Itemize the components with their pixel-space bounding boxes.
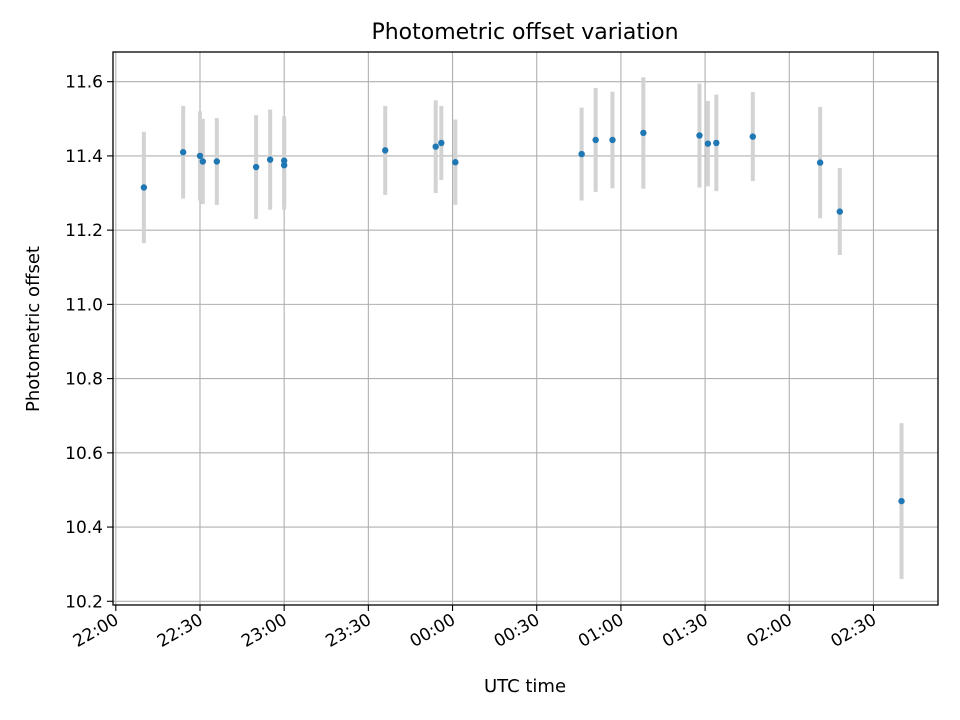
x-tick-label: 02:30 xyxy=(828,610,880,652)
x-tick-label: 01:00 xyxy=(575,610,627,652)
data-point xyxy=(578,150,585,158)
x-tick-label: 00:30 xyxy=(491,610,543,652)
y-tick-label: 11.4 xyxy=(65,147,103,167)
data-point xyxy=(140,184,148,191)
data-point xyxy=(196,152,204,160)
y-axis-label: Photometric offset xyxy=(23,246,44,412)
x-tick-label: 22:00 xyxy=(70,610,122,652)
y-tick-label: 10.6 xyxy=(65,444,103,464)
x-axis-ticks: 22:00 22:30 23:00 23:30 00:00 00:30 01:00 01:30… xyxy=(70,605,880,652)
data-point xyxy=(452,159,459,166)
data-point xyxy=(266,156,274,163)
y-tick-label: 11.0 xyxy=(65,295,103,315)
x-axis-label: UTC time xyxy=(484,676,566,697)
data-point xyxy=(898,497,905,505)
data-point xyxy=(592,136,599,144)
x-tick-label: 23:30 xyxy=(322,610,374,652)
x-tick-label: 01:30 xyxy=(659,610,711,652)
data-point xyxy=(713,139,720,147)
y-tick-label: 10.2 xyxy=(65,592,103,612)
plot-frame xyxy=(112,51,939,606)
x-tick-label: 00:00 xyxy=(407,610,459,652)
data-point xyxy=(381,147,389,154)
y-tick-label: 10.8 xyxy=(65,370,103,390)
y-tick-label: 11.6 xyxy=(65,73,103,93)
data-point xyxy=(704,140,712,147)
data-points xyxy=(140,129,905,505)
data-point xyxy=(432,143,439,150)
error-bars xyxy=(141,77,904,580)
chart-title: Photometric offset variation xyxy=(371,20,678,45)
x-tick-label: 22:30 xyxy=(154,610,206,652)
data-point xyxy=(640,129,647,137)
x-tick-label: 23:00 xyxy=(238,610,290,652)
data-point xyxy=(280,161,288,169)
y-axis-ticks: 10.2 10.4 10.6 10.8 11.0 11.2 11.4 11.6 xyxy=(65,73,113,612)
y-tick-label: 11.2 xyxy=(65,221,103,241)
data-point xyxy=(199,158,206,165)
data-point xyxy=(213,158,221,165)
data-point xyxy=(749,133,756,140)
x-tick-label: 02:00 xyxy=(743,610,795,652)
data-point xyxy=(696,132,703,139)
data-point xyxy=(609,136,616,144)
data-point xyxy=(438,139,445,147)
grid xyxy=(113,52,938,605)
data-point xyxy=(816,159,824,166)
y-tick-label: 10.4 xyxy=(65,518,103,538)
data-point xyxy=(179,149,187,156)
data-point xyxy=(280,157,288,164)
data-point xyxy=(836,208,843,215)
data-point xyxy=(252,163,260,171)
